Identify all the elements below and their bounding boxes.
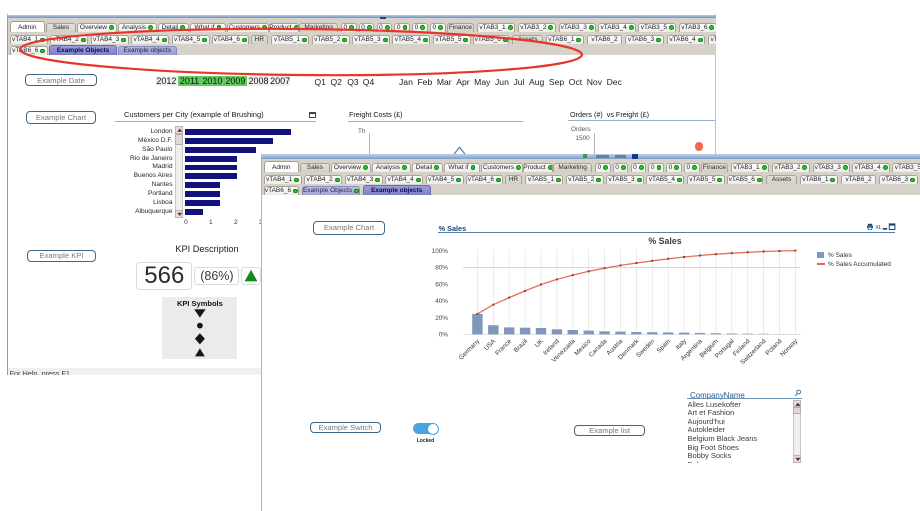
svg-text:80%: 80% (435, 265, 448, 272)
svg-text:Canada: Canada (588, 338, 609, 359)
svg-text:France: France (494, 338, 513, 357)
svg-text:20%: 20% (435, 315, 448, 322)
svg-text:40%: 40% (435, 298, 448, 305)
svg-text:UK: UK (534, 337, 546, 349)
svg-text:60%: 60% (435, 281, 448, 288)
svg-text:XL: XL (875, 225, 882, 231)
svg-text:0%: 0% (439, 332, 449, 339)
svg-text:Germany: Germany (458, 337, 482, 361)
svg-text:Spain: Spain (656, 338, 673, 355)
svg-text:Brazil: Brazil (513, 338, 529, 354)
svg-text:100%: 100% (432, 248, 449, 255)
svg-text:Norway: Norway (779, 337, 800, 358)
